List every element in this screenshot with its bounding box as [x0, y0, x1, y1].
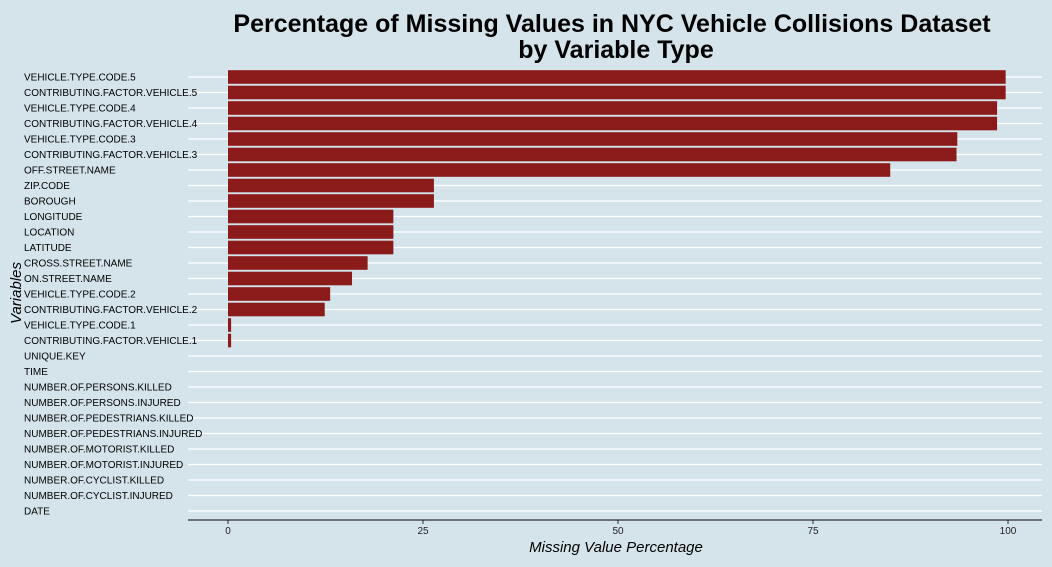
y-tick-label: OFF.STREET.NAME: [24, 166, 116, 177]
x-tick-label: 100: [1000, 526, 1017, 537]
bar: [228, 194, 434, 208]
y-tick-label: BOROUGH: [24, 197, 76, 208]
bar: [228, 85, 1006, 100]
x-tick-labels: 0 25 50 75 100: [225, 520, 1017, 537]
y-tick-label: NUMBER.OF.MOTORIST.INJURED: [24, 460, 183, 471]
y-tick-label: NUMBER.OF.PEDESTRIANS.KILLED: [24, 414, 193, 425]
y-tick-label: VEHICLE.TYPE.CODE.2: [24, 290, 136, 301]
bar: [228, 225, 394, 239]
x-axis-title: Missing Value Percentage: [529, 539, 703, 556]
bar: [228, 70, 1006, 84]
bar: [228, 163, 891, 177]
y-tick-label: NUMBER.OF.PERSONS.KILLED: [24, 383, 172, 394]
chart-title: Percentage of Missing Values in NYC Vehi…: [233, 10, 991, 38]
y-tick-label: VEHICLE.TYPE.CODE.3: [24, 135, 136, 146]
bar: [228, 178, 434, 193]
bar: [228, 116, 998, 131]
y-tick-label: ON.STREET.NAME: [24, 274, 112, 285]
y-tick-label: TIME: [24, 367, 48, 378]
bar: [228, 318, 232, 332]
y-tick-label: LONGITUDE: [24, 212, 83, 223]
y-tick-label: UNIQUE.KEY: [24, 352, 86, 363]
bar: [228, 256, 368, 270]
bar: [228, 132, 958, 146]
y-tick-label: NUMBER.OF.CYCLIST.KILLED: [24, 476, 164, 487]
bar: [228, 271, 353, 286]
x-tick-label: 50: [612, 526, 624, 537]
x-tick-label: 25: [417, 526, 429, 537]
y-tick-label: NUMBER.OF.PEDESTRIANS.INJURED: [24, 429, 202, 440]
x-tick-label: 0: [225, 526, 231, 537]
y-tick-label: VEHICLE.TYPE.CODE.4: [24, 104, 136, 115]
y-tick-label: NUMBER.OF.PERSONS.INJURED: [24, 398, 181, 409]
y-tick-label: ZIP.CODE: [24, 181, 70, 192]
bar: [228, 101, 998, 115]
y-tick-label: CONTRIBUTING.FACTOR.VEHICLE.4: [24, 119, 198, 130]
y-tick-label: NUMBER.OF.CYCLIST.INJURED: [24, 491, 173, 502]
y-axis-title: Variables: [8, 262, 25, 324]
bar: [228, 333, 232, 348]
chart-subtitle: by Variable Type: [518, 36, 714, 64]
y-tick-label: CONTRIBUTING.FACTOR.VEHICLE.2: [24, 305, 198, 316]
bars: [228, 70, 1006, 348]
y-tick-label: CROSS.STREET.NAME: [24, 259, 133, 270]
y-tick-label: LOCATION: [24, 228, 74, 239]
y-tick-label: DATE: [24, 507, 50, 518]
y-tick-label: NUMBER.OF.MOTORIST.KILLED: [24, 445, 174, 456]
bar: [228, 240, 394, 255]
y-tick-label: CONTRIBUTING.FACTOR.VEHICLE.5: [24, 88, 198, 99]
bar: [228, 147, 957, 162]
y-tick-label: VEHICLE.TYPE.CODE.1: [24, 321, 136, 332]
y-tick-label: CONTRIBUTING.FACTOR.VEHICLE.3: [24, 150, 198, 161]
y-tick-label: VEHICLE.TYPE.CODE.5: [24, 73, 136, 84]
y-tick-labels: VEHICLE.TYPE.CODE.5 CONTRIBUTING.FACTOR.V…: [24, 73, 202, 518]
bar: [228, 287, 331, 301]
x-tick-label: 75: [807, 526, 819, 537]
bar: [228, 302, 325, 317]
bar: [228, 209, 394, 224]
y-tick-label: CONTRIBUTING.FACTOR.VEHICLE.1: [24, 336, 198, 347]
y-tick-label: LATITUDE: [24, 243, 72, 254]
